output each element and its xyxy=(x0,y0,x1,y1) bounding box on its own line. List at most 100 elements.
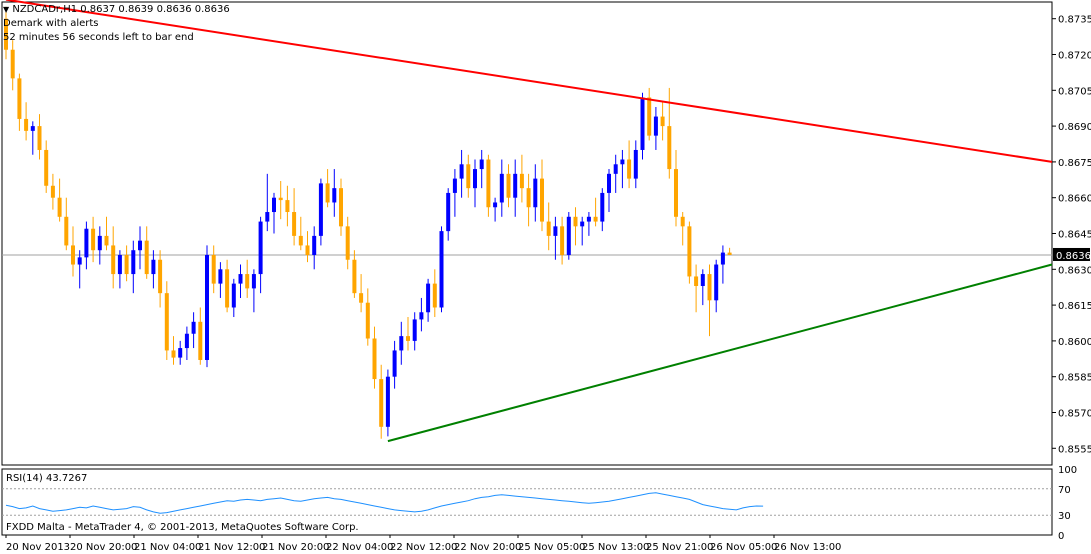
candle xyxy=(560,216,565,265)
candle-body xyxy=(493,202,498,208)
candle-body xyxy=(506,173,511,198)
candle xyxy=(473,159,477,208)
candle-body xyxy=(412,319,417,341)
candle xyxy=(84,221,89,270)
candle xyxy=(104,216,109,251)
candle xyxy=(399,321,404,365)
candle-body xyxy=(660,116,665,127)
candle xyxy=(71,226,75,277)
candle xyxy=(687,221,692,284)
copyright-text: FXDD Malta - MetaTrader 4, © 2001-2013, … xyxy=(6,522,359,533)
candle-body xyxy=(318,183,323,236)
candle xyxy=(285,185,290,227)
candle-body xyxy=(184,333,189,349)
price-tick-label: 0.8585 xyxy=(1058,373,1091,384)
price-tick-label: 0.8675 xyxy=(1058,158,1091,169)
candle-body xyxy=(513,173,518,198)
candle xyxy=(345,216,350,270)
candle xyxy=(620,149,625,189)
candle-body xyxy=(305,245,310,255)
candle xyxy=(298,216,303,251)
candle xyxy=(432,269,437,318)
rsi-tick-label: 100 xyxy=(1058,465,1077,476)
candle-body xyxy=(4,18,8,50)
candle xyxy=(707,264,712,337)
candle-body xyxy=(399,336,404,351)
candle-body xyxy=(205,254,209,360)
candle xyxy=(10,40,15,91)
rsi-label: RSI(14) 43.7267 xyxy=(6,473,88,484)
price-axis: 0.8735 0.8720 0.8705 0.8690 0.8675 0.8660 0.86… xyxy=(1052,15,1091,455)
candle xyxy=(459,149,464,198)
candle xyxy=(727,247,732,255)
candle-body xyxy=(560,226,565,255)
candle xyxy=(238,264,243,298)
candle-body xyxy=(97,235,102,251)
candle-body xyxy=(674,169,678,217)
symbol-line[interactable]: ▼ NZDCADr,H1 0.8637 0.8639 0.8636 0.8636 xyxy=(3,3,230,17)
candles-group xyxy=(4,6,732,439)
price-tick-label: 0.8705 xyxy=(1058,86,1091,97)
candle xyxy=(205,245,209,368)
candle-body xyxy=(426,283,431,313)
candle xyxy=(171,336,176,365)
time-tick-label: 25 Nov 21:00 xyxy=(646,542,713,553)
candle xyxy=(24,102,29,141)
candle xyxy=(640,92,645,160)
candle-body xyxy=(533,178,538,208)
candle xyxy=(131,240,136,294)
candle-body xyxy=(339,188,343,227)
candle xyxy=(593,197,598,227)
candle-body xyxy=(138,240,142,251)
candle-body xyxy=(546,221,551,236)
candle xyxy=(406,317,410,351)
candle xyxy=(720,245,725,284)
candle-body xyxy=(225,269,230,308)
candle-body xyxy=(419,312,424,320)
current-price-box xyxy=(1053,247,1090,261)
candle-body xyxy=(553,226,558,236)
candle-body xyxy=(580,221,585,227)
candle-body xyxy=(613,164,618,174)
candle-body xyxy=(258,221,263,275)
candle-body xyxy=(64,216,69,246)
candle xyxy=(158,250,163,308)
candle xyxy=(211,245,216,294)
candle-body xyxy=(198,321,203,360)
candle xyxy=(57,178,62,222)
support-trendline xyxy=(387,263,1053,443)
candle-body xyxy=(359,293,364,303)
candle-body xyxy=(278,197,283,201)
candle xyxy=(499,159,504,217)
candle xyxy=(278,180,283,220)
symbol-ohlc-text: NZDCADr,H1 0.8637 0.8639 0.8636 0.8636 xyxy=(12,4,230,15)
candle-body xyxy=(593,216,598,222)
candle-body xyxy=(10,49,15,79)
candle-body xyxy=(50,185,55,198)
candle-body xyxy=(620,159,625,165)
candle-body xyxy=(392,350,397,377)
candle xyxy=(138,226,142,270)
candle-body xyxy=(231,283,236,308)
candle xyxy=(305,231,310,263)
candle xyxy=(30,121,35,155)
rsi-line xyxy=(5,492,764,514)
candle-body xyxy=(325,183,330,203)
rsi-tick-label: 30 xyxy=(1058,511,1071,522)
candle xyxy=(586,212,591,236)
resistance-trendline xyxy=(5,0,1053,163)
candle-body xyxy=(385,376,390,427)
candle-body xyxy=(164,293,169,351)
candle xyxy=(700,269,705,306)
rsi-tick-label: 70 xyxy=(1058,485,1071,496)
candle xyxy=(218,262,223,298)
candle xyxy=(526,173,531,227)
candle xyxy=(339,178,343,236)
candle-body xyxy=(44,149,49,186)
collapse-triangle-icon[interactable]: ▼ xyxy=(3,5,10,14)
candle xyxy=(64,197,69,251)
candle-body xyxy=(607,173,611,193)
candle-body xyxy=(647,97,652,136)
